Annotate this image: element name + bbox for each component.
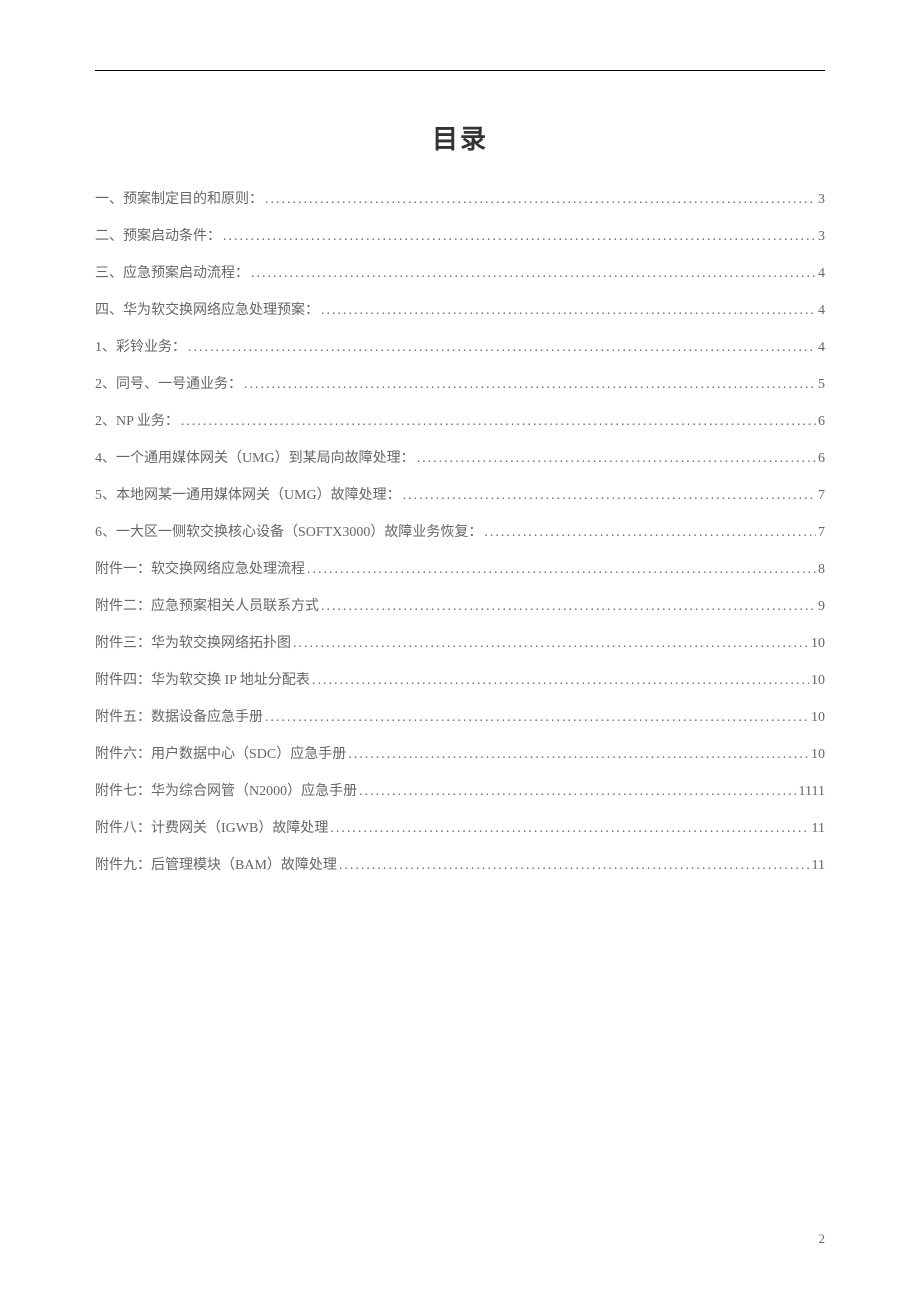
toc-entry-page: 3 [818, 229, 825, 245]
toc-entry-page: 7 [818, 525, 825, 541]
toc-entry: 2、同号、一号通业务： 5 [95, 373, 825, 393]
toc-dots [188, 340, 816, 356]
toc-dots [484, 525, 816, 541]
toc-entry-page: 5 [818, 377, 825, 393]
toc-entry: 附件一：软交换网络应急处理流程 8 [95, 558, 825, 578]
toc-entry-label: 三、应急预案启动流程： [95, 262, 249, 282]
toc-entry: 5、本地网某一通用媒体网关（UMG）故障处理： 7 [95, 484, 825, 504]
toc-entry: 1、彩铃业务： 4 [95, 336, 825, 356]
toc-entry: 附件九：后管理模块（BAM）故障处理 11 [95, 854, 825, 874]
toc-entry: 三、应急预案启动流程： 4 [95, 262, 825, 282]
toc-dots [293, 636, 809, 652]
toc-entry-page: 3 [818, 192, 825, 208]
toc-entry-page: 4 [818, 303, 825, 319]
toc-entry: 2、NP 业务： 6 [95, 410, 825, 430]
toc-entry: 附件二：应急预案相关人员联系方式 9 [95, 595, 825, 615]
toc-dots [181, 414, 816, 430]
toc-dots [223, 229, 816, 245]
toc-entry-label: 附件一：软交换网络应急处理流程 [95, 558, 305, 578]
toc-entry-label: 2、同号、一号通业务： [95, 373, 242, 393]
toc-entry-page: 11 [812, 858, 825, 874]
toc-entry-page: 10 [811, 673, 825, 689]
toc-dots [403, 488, 816, 504]
toc-entry: 附件四：华为软交换 IP 地址分配表 10 [95, 669, 825, 689]
toc-entry-label: 5、本地网某一通用媒体网关（UMG）故障处理： [95, 484, 401, 504]
toc-entry-page: 10 [811, 636, 825, 652]
toc-entry-label: 二、预案启动条件： [95, 225, 221, 245]
toc-entry-label: 附件三：华为软交换网络拓扑图 [95, 632, 291, 652]
toc-entry-label: 四、华为软交换网络应急处理预案： [95, 299, 319, 319]
toc-entry-page: 8 [818, 562, 825, 578]
toc-entry-label: 附件八：计费网关（IGWB）故障处理 [95, 817, 328, 837]
toc-entry-page: 6 [818, 414, 825, 430]
page-number: 2 [819, 1231, 826, 1247]
toc-entry-page: 4 [818, 340, 825, 356]
toc-entry-page: 4 [818, 266, 825, 282]
toc-entry-page: 10 [811, 747, 825, 763]
toc-dots [244, 377, 816, 393]
toc-entry-page: 6 [818, 451, 825, 467]
toc-entry-label: 附件九：后管理模块（BAM）故障处理 [95, 854, 337, 874]
toc-entry-label: 附件五：数据设备应急手册 [95, 706, 263, 726]
toc-dots [339, 858, 810, 874]
toc-dots [417, 451, 816, 467]
toc-entry: 附件三：华为软交换网络拓扑图 10 [95, 632, 825, 652]
toc-dots [321, 599, 816, 615]
toc-dots [359, 784, 796, 800]
toc-dots [251, 266, 816, 282]
toc-entry-page: 7 [818, 488, 825, 504]
toc-dots [348, 747, 809, 763]
toc-entry: 附件七：华为综合网管（N2000）应急手册 1111 [95, 780, 825, 800]
toc-dots [330, 821, 809, 837]
toc-entry: 四、华为软交换网络应急处理预案： 4 [95, 299, 825, 319]
toc-entry: 6、一大区一侧软交换核心设备（SOFTX3000）故障业务恢复： 7 [95, 521, 825, 541]
toc-entry: 4、一个通用媒体网关（UMG）到某局向故障处理： 6 [95, 447, 825, 467]
toc-entry-label: 附件四：华为软交换 IP 地址分配表 [95, 669, 310, 689]
toc-entry: 二、预案启动条件： 3 [95, 225, 825, 245]
toc-dots [307, 562, 816, 578]
toc-entry-page: 11 [812, 821, 825, 837]
toc-entry: 附件五：数据设备应急手册 10 [95, 706, 825, 726]
toc-title: 目录 [95, 119, 825, 156]
toc-entry-label: 2、NP 业务： [95, 410, 179, 430]
toc-entry-page: 1111 [799, 784, 825, 800]
toc-dots [265, 192, 816, 208]
toc-entry-label: 6、一大区一侧软交换核心设备（SOFTX3000）故障业务恢复： [95, 521, 482, 541]
toc-dots [321, 303, 816, 319]
toc-dots [312, 673, 809, 689]
toc-dots [265, 710, 809, 726]
toc-entry: 一、预案制定目的和原则： 3 [95, 188, 825, 208]
toc-entry-label: 一、预案制定目的和原则： [95, 188, 263, 208]
toc-entry-page: 9 [818, 599, 825, 615]
toc-entry-label: 附件二：应急预案相关人员联系方式 [95, 595, 319, 615]
toc-entry-label: 附件七：华为综合网管（N2000）应急手册 [95, 780, 357, 800]
toc-entry: 附件八：计费网关（IGWB）故障处理 11 [95, 817, 825, 837]
toc-list: 一、预案制定目的和原则： 3 二、预案启动条件： 3 三、应急预案启动流程： 4… [95, 188, 825, 874]
toc-entry-label: 附件六：用户数据中心（SDC）应急手册 [95, 743, 346, 763]
header-divider [95, 70, 825, 71]
toc-entry-label: 1、彩铃业务： [95, 336, 186, 356]
document-page: 目录 一、预案制定目的和原则： 3 二、预案启动条件： 3 三、应急预案启动流程… [0, 0, 920, 1302]
toc-entry-page: 10 [811, 710, 825, 726]
toc-entry-label: 4、一个通用媒体网关（UMG）到某局向故障处理： [95, 447, 415, 467]
toc-entry: 附件六：用户数据中心（SDC）应急手册 10 [95, 743, 825, 763]
